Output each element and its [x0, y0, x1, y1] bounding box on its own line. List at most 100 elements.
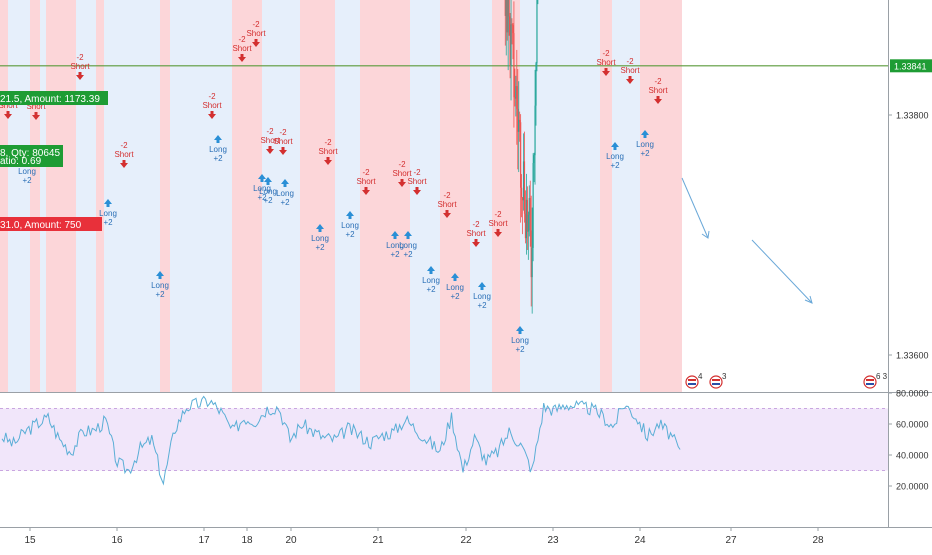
candle-body [529, 198, 531, 231]
short-qty: -2 [279, 128, 287, 137]
time-tick-label: 21 [372, 535, 384, 546]
long-qty: +2 [426, 285, 436, 294]
short-label: Short [437, 200, 457, 209]
long-signal: Long+2 [399, 231, 417, 259]
position-tag-bg [0, 91, 108, 105]
long-arrow-icon [346, 211, 354, 219]
long-label: Long [253, 184, 271, 193]
session-bands [0, 0, 682, 392]
candle-body [536, 0, 538, 64]
candle-body [506, 0, 508, 33]
session-band [104, 0, 160, 392]
time-tick-label: 15 [24, 535, 36, 546]
session-band [335, 0, 360, 392]
flag-icon [709, 375, 723, 389]
long-label: Long [386, 241, 404, 250]
candles [504, 0, 539, 314]
rsi-tick-label: 40.0000 [896, 451, 929, 461]
flag-stripe [712, 383, 720, 385]
long-qty: +2 [103, 218, 113, 227]
long-signal: Long+2 [253, 174, 271, 202]
session-band [160, 0, 170, 392]
projection-arrows [681, 177, 813, 304]
short-qty: -2 [120, 141, 128, 150]
candle-body [515, 86, 517, 99]
position-tag-text: 21.5, Amount: 1173.39 [0, 94, 100, 105]
long-label: Long [259, 187, 277, 196]
rsi-series [1, 395, 681, 486]
candle-body [510, 24, 512, 66]
candle-body [535, 63, 537, 106]
long-arrow-icon [516, 326, 524, 334]
long-arrow-icon [214, 135, 222, 143]
short-qty: -2 [266, 127, 274, 136]
candle-body [519, 119, 521, 123]
long-qty: +2 [315, 243, 325, 252]
short-label: Short [620, 66, 640, 75]
price-label-bg [890, 59, 932, 73]
short-qty: -2 [443, 191, 451, 200]
long-arrow-icon [258, 174, 266, 182]
flag-stripe [866, 383, 874, 385]
short-label: Short [0, 101, 18, 110]
long-label: Long [276, 189, 294, 198]
candle-body [523, 161, 526, 214]
event-badge: 4 [685, 372, 703, 389]
long-label: Long [399, 241, 417, 250]
short-label: Short [26, 102, 46, 111]
session-band [470, 0, 492, 392]
candle-body [521, 187, 523, 198]
event-badge: 3 [709, 372, 727, 389]
session-band [170, 0, 232, 392]
position-tag-text: 31.0, Amount: 750 [0, 220, 82, 231]
session-band [30, 0, 40, 392]
candle-body [513, 33, 515, 98]
long-qty: +2 [640, 149, 650, 158]
short-qty: -2 [252, 20, 260, 29]
projection-line [751, 239, 813, 304]
short-label: Short [356, 177, 376, 186]
short-label: Short [407, 177, 427, 186]
short-arrow-icon [76, 72, 84, 80]
candle-body [524, 213, 527, 239]
session-band [40, 0, 46, 392]
long-signal: Long+2 [99, 199, 117, 227]
event-badges[interactable]: 4 3 6 3 [685, 372, 888, 389]
level-lines[interactable] [0, 0, 888, 67]
candle-body [512, 25, 514, 34]
rsi-tick-label: 80.0000 [896, 389, 929, 399]
short-arrow-icon [654, 96, 662, 104]
short-qty: -2 [626, 57, 634, 66]
long-signal: Long+2 [386, 231, 404, 259]
rsi-band [0, 408, 888, 471]
short-label: Short [202, 101, 222, 110]
price-tick-label: 1.33600 [896, 351, 929, 361]
candle-body [509, 16, 511, 66]
long-arrow-icon [156, 271, 164, 279]
time-tick-label: 17 [198, 535, 210, 546]
session-band [96, 0, 104, 392]
flag-icon [863, 375, 877, 389]
position-tag: atio: 0.69 [0, 156, 42, 167]
short-qty: -2 [208, 92, 216, 101]
long-arrow-icon [641, 130, 649, 138]
flag-stripe [712, 379, 720, 381]
long-label: Long [18, 167, 36, 176]
candle-body [518, 119, 520, 132]
position-tags[interactable]: 21.5, Amount: 1173.39 8, Qty: 80645 31.0, … [0, 91, 108, 231]
short-qty: -2 [398, 160, 406, 169]
short-qty: -2 [362, 168, 370, 177]
long-label: Long [422, 276, 440, 285]
long-signal: Long+2 [422, 266, 440, 294]
session-band [360, 0, 410, 392]
long-qty: +2 [477, 301, 487, 310]
candle-body [530, 230, 532, 278]
time-tick-label: 24 [634, 535, 646, 546]
long-arrow-icon [611, 142, 619, 150]
long-signal: Long+2 [209, 135, 227, 163]
